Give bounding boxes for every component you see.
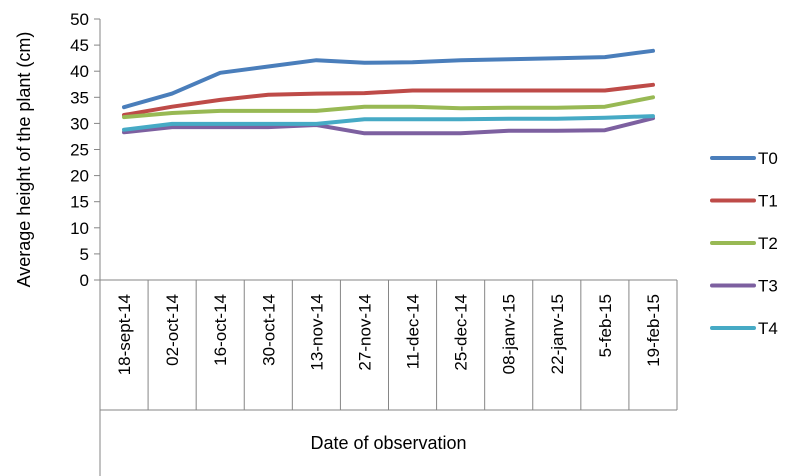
x-tick-label: 16-oct-14: [211, 294, 230, 366]
x-tick-label: 02-oct-14: [163, 294, 182, 366]
series-line-t0: [122, 48, 655, 110]
x-tick-label: 25-dec-14: [452, 294, 471, 371]
y-tick-label: 10: [70, 219, 89, 238]
series-line-t2: [122, 95, 655, 120]
y-tick-label: 30: [70, 114, 89, 133]
x-tick-label: 13-nov-14: [307, 294, 326, 371]
legend-label-t2: T2: [758, 234, 778, 253]
y-tick-label: 20: [70, 167, 89, 186]
series-line-t1: [122, 82, 655, 117]
chart-legend: T0 T1 T2 T3 T4: [710, 149, 778, 338]
x-tick-label: 18-sept-14: [115, 294, 134, 375]
y-tick-label: 5: [80, 245, 89, 264]
y-tick-label: 0: [80, 271, 89, 290]
legend-label-t4: T4: [758, 319, 778, 338]
x-axis-title: Date of observation: [310, 433, 466, 453]
y-tick-label: 50: [70, 10, 89, 29]
y-axis-title: Average height of the plant (cm): [14, 32, 34, 288]
series-line-t4: [122, 114, 655, 132]
x-tick-label: 22-janv-15: [548, 294, 567, 374]
y-tick-label: 35: [70, 88, 89, 107]
chart-series-lines: [122, 48, 655, 136]
x-tick-label: 08-janv-15: [500, 294, 519, 374]
legend-label-t0: T0: [758, 149, 778, 168]
y-tick-label: 45: [70, 36, 89, 55]
x-tick-label: 30-oct-14: [259, 294, 278, 366]
x-tick-label: 27-nov-14: [355, 294, 374, 371]
x-tick-label: 5-feb-15: [596, 294, 615, 357]
y-tick-label: 40: [70, 62, 89, 81]
chart-axes: 0 5 10 15 20 25 30 35 40 45 50 18-sept-14 02-oct-14 1…: [70, 10, 678, 476]
x-tick-label: 19-feb-15: [644, 294, 663, 367]
legend-label-t1: T1: [758, 192, 778, 211]
legend-label-t3: T3: [758, 277, 778, 296]
y-tick-label: 15: [70, 193, 89, 212]
series-line-t3: [122, 116, 655, 136]
x-tick-label: 11-dec-14: [404, 294, 423, 369]
y-tick-label: 25: [70, 141, 89, 160]
